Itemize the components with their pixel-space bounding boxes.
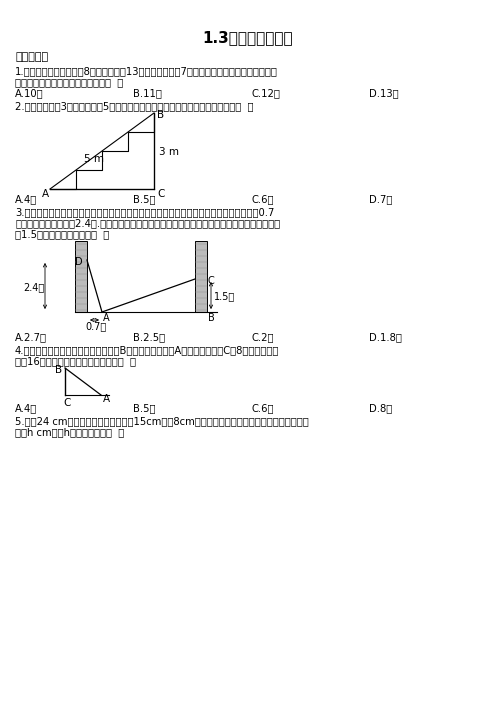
Text: C.6米: C.6米 [251, 403, 273, 413]
Text: C: C [63, 398, 70, 408]
Text: A: A [103, 394, 110, 404]
Text: D.1.8米: D.1.8米 [369, 332, 402, 342]
Text: D.7米: D.7米 [369, 194, 392, 204]
Text: A.2.7米: A.2.7米 [15, 332, 47, 342]
Text: A: A [103, 313, 110, 323]
Text: 度为h cm，则h的取值范围是（  ）: 度为h cm，则h的取值范围是（ ） [15, 427, 124, 437]
Text: C: C [157, 189, 164, 199]
Text: D: D [75, 257, 83, 267]
Text: 0.7米: 0.7米 [85, 321, 106, 331]
Text: 4.如图所示，台风过后某小学的旗杆在B处断裂，旗杆顶部A落在离旗杆底部C点8米处，已知旗: 4.如图所示，台风过后某小学的旗杆在B处断裂，旗杆顶部A落在离旗杆底部C点8米处… [15, 345, 279, 355]
Text: 1.3勾股定理的应用: 1.3勾股定理的应用 [203, 30, 293, 45]
Text: 3.如图，小巷左右两侧是竖直的墙壁，一架梯子斜靠在左墙时，梯子底端到左墙角的距离为0.7: 3.如图，小巷左右两侧是竖直的墙壁，一架梯子斜靠在左墙时，梯子底端到左墙角的距离… [15, 207, 274, 217]
Bar [75, 241, 87, 312]
Text: B.5米: B.5米 [133, 194, 156, 204]
Text: 另一棵树的顶端，则小鸟至少要飞（  ）: 另一棵树的顶端，则小鸟至少要飞（ ） [15, 77, 123, 87]
Text: C.6米: C.6米 [251, 194, 273, 204]
Text: C: C [208, 276, 215, 286]
Text: D.13米: D.13米 [369, 88, 399, 98]
Text: B: B [55, 365, 62, 375]
Text: C.12米: C.12米 [251, 88, 280, 98]
Text: 米，梯子顶端距离地面2.4米.若梯子底端的位置保持不动，将梯子斜靠在右墙时，梯子顶端距离地: 米，梯子顶端距离地面2.4米.若梯子底端的位置保持不动，将梯子斜靠在右墙时，梯子… [15, 218, 280, 228]
Text: 2.如图，在高为3米，斜坡长为5米的楼梯台阶上铺地毯，则地毯的长度为至少要（  ）: 2.如图，在高为3米，斜坡长为5米的楼梯台阶上铺地毯，则地毯的长度为至少要（ ） [15, 101, 253, 111]
Text: 3 m: 3 m [159, 147, 179, 157]
Text: 一、单选题: 一、单选题 [15, 52, 48, 62]
Text: 5.将根24 cm的筷子，置于底面直径为15cm，高8cm的圆柱形水杯中，设筷子露在杯子外面的长: 5.将根24 cm的筷子，置于底面直径为15cm，高8cm的圆柱形水杯中，设筷子… [15, 416, 309, 426]
Text: B: B [208, 313, 215, 323]
Text: A.4米: A.4米 [15, 194, 37, 204]
Bar [195, 241, 207, 312]
Text: A: A [42, 189, 49, 199]
Text: B.5米: B.5米 [133, 403, 156, 413]
Text: 面1.5米，则小巷的宽度为（  ）: 面1.5米，则小巷的宽度为（ ） [15, 229, 109, 239]
Text: A.10米: A.10米 [15, 88, 44, 98]
Text: B: B [157, 110, 164, 120]
Text: 1.5米: 1.5米 [214, 291, 235, 301]
Text: 2.4米: 2.4米 [23, 282, 44, 292]
Text: 1.校园内有两棵树，相距8米，一棵树高13米，另一棵树高7米，一只小鸟从一棵树的顶端飞到: 1.校园内有两棵树，相距8米，一棵树高13米，另一棵树高7米，一只小鸟从一棵树的… [15, 66, 278, 76]
Text: B.11米: B.11米 [133, 88, 162, 98]
Text: 杆长16米，则旗杆断裂的地方距底部（  ）: 杆长16米，则旗杆断裂的地方距底部（ ） [15, 356, 136, 366]
Text: C.2米: C.2米 [251, 332, 273, 342]
Text: A.4米: A.4米 [15, 403, 37, 413]
Text: B.2.5米: B.2.5米 [133, 332, 165, 342]
Text: D.8米: D.8米 [369, 403, 392, 413]
Text: 5 m: 5 m [84, 154, 104, 164]
